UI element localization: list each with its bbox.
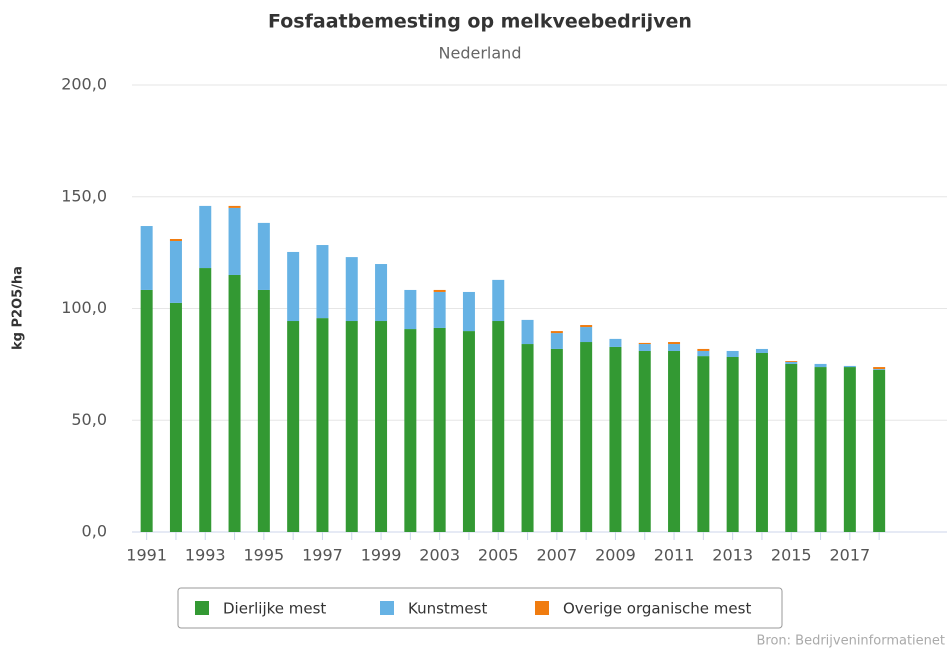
bar-segment <box>462 291 475 332</box>
bar-segment <box>492 279 505 322</box>
legend-label: Dierlijke mest <box>223 600 326 618</box>
bar-segment <box>843 365 856 368</box>
bar-segment <box>755 348 768 353</box>
bar-segment <box>492 321 505 532</box>
bar-segment <box>873 367 886 370</box>
bar-segment <box>580 342 593 532</box>
bar-segment <box>228 274 241 532</box>
x-tick-label: 2009 <box>595 546 636 565</box>
bar-segment <box>638 344 651 351</box>
chart-title: Fosfaatbemesting op melkveebedrijven <box>268 11 692 33</box>
y-tick-label: 150,0 <box>61 186 107 205</box>
bar-segment <box>287 251 300 322</box>
bar-segment <box>521 344 534 532</box>
bar-segment <box>697 356 710 532</box>
bar-segment <box>668 350 681 532</box>
y-tick-label: 50,0 <box>71 410 107 429</box>
bar-segment <box>550 333 563 349</box>
y-axis-title: kg P2O5/ha <box>11 266 26 350</box>
x-tick-label: 2005 <box>478 546 519 565</box>
x-tick-label: 1993 <box>185 546 226 565</box>
legend-box <box>177 587 783 629</box>
bar-segment <box>550 331 563 334</box>
bar-segment <box>726 356 739 532</box>
bar-segment <box>433 291 446 328</box>
source: Bron: Bedrijveninformatienet <box>756 634 945 649</box>
bar-segment <box>638 342 651 345</box>
x-tick-label: 2011 <box>654 546 695 565</box>
x-tick-label: 1995 <box>243 546 284 565</box>
bar-segment <box>316 245 329 319</box>
bar-segment <box>140 226 153 290</box>
bar-segment <box>375 264 388 322</box>
bar-segment <box>873 369 886 370</box>
bar-segment <box>433 327 446 532</box>
legend-swatch <box>380 601 394 615</box>
x-tick-label: 1991 <box>126 546 167 565</box>
bar-segment <box>140 289 153 532</box>
bar-segment <box>785 361 798 364</box>
chart-subtitle: Nederland <box>439 44 522 63</box>
bar-segment <box>580 325 593 328</box>
x-tick-label: 2003 <box>419 546 460 565</box>
bar-segment <box>814 367 827 532</box>
bar-segment <box>609 346 622 532</box>
bar-segment <box>375 321 388 532</box>
x-tick-label: 2015 <box>771 546 812 565</box>
bar-segment <box>638 350 651 532</box>
bar-segment <box>316 318 329 532</box>
x-tick-label: 2013 <box>712 546 753 565</box>
bar-segment <box>462 331 475 532</box>
bar-segment <box>550 348 563 532</box>
x-tick-label: 2017 <box>829 546 870 565</box>
bar-segment <box>755 352 768 532</box>
bar-segment <box>199 268 212 532</box>
bar-segment <box>345 321 358 532</box>
bar-segment <box>521 319 534 345</box>
bar-segment <box>169 302 182 532</box>
legend-label: Kunstmest <box>408 600 487 618</box>
x-tick-label: 1997 <box>302 546 343 565</box>
legend-label: Overige organische mest <box>563 600 751 618</box>
bar-segment <box>257 289 270 532</box>
legend-swatch <box>195 601 209 615</box>
y-tick-label: 200,0 <box>61 75 107 94</box>
y-tick-label: 100,0 <box>61 298 107 317</box>
bar-segment <box>843 367 856 532</box>
bar-segment <box>169 238 182 242</box>
bar-segment <box>228 205 241 208</box>
y-tick-label: 0,0 <box>82 522 107 541</box>
bar-segment <box>169 241 182 303</box>
bar-segment <box>199 205 212 269</box>
bar-segment <box>257 222 270 290</box>
bar-segment <box>580 327 593 343</box>
bar-segment <box>609 338 622 347</box>
bar-segment <box>697 348 710 351</box>
bar-segment <box>697 350 710 357</box>
bar-segment <box>726 350 739 357</box>
bar-segment <box>228 207 241 275</box>
bar-segment <box>404 289 417 330</box>
bar-segment <box>404 329 417 532</box>
bar-segment <box>668 344 681 351</box>
bar-segment <box>814 363 827 368</box>
bar-segment <box>785 361 798 362</box>
x-tick-label: 2007 <box>536 546 577 565</box>
bar-segment <box>785 363 798 532</box>
x-tick-label: 1999 <box>361 546 402 565</box>
bar-segment <box>433 289 446 292</box>
bar-segment <box>873 369 886 532</box>
bar-segment <box>345 257 358 322</box>
bar-segment <box>287 321 300 532</box>
bar-segment <box>668 342 681 345</box>
legend-swatch <box>535 601 549 615</box>
